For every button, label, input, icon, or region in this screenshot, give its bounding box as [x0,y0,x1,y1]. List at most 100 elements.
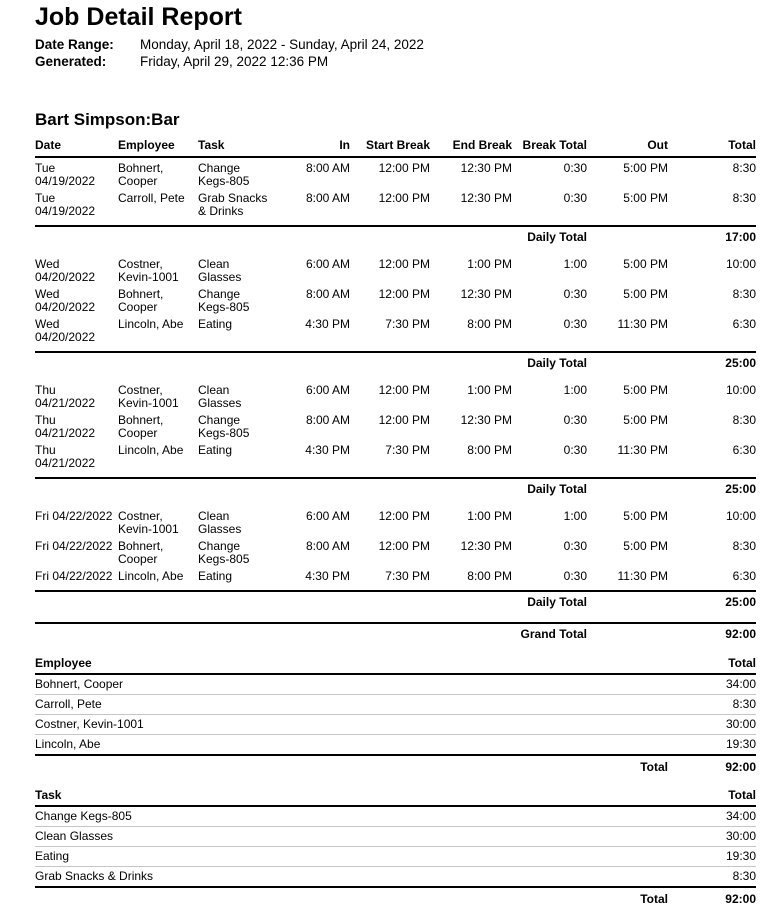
summary-name: Bohnert, Cooper [35,674,669,695]
task-summary-total-header: Total [668,789,756,807]
page-title: Job Detail Report [35,3,242,31]
detail-row: Wed 04/20/2022 Bohnert, Cooper Change Kegs… [35,284,756,314]
daily-total-row: Daily Total 25:00 [35,477,756,501]
summary-row: Carroll, Pete 8:30 [35,694,757,715]
cell-start-break: 12:00 PM [378,413,430,427]
cell-employee: Costner, Kevin-1001 [118,509,179,536]
summary-name: Grab Snacks & Drinks [35,866,668,888]
cell-task: Clean Glasses [198,509,242,536]
cell-task: Clean Glasses [198,383,242,410]
cell-employee: Costner, Kevin-1001 [118,383,179,410]
summary-total: 19:30 [668,734,757,756]
detail-row: Tue 04/19/2022 Bohnert, Cooper Change Kegs… [35,157,756,188]
col-header-in: In [283,139,350,158]
cell-start-break: 12:00 PM [378,257,430,271]
cell-end-break: 8:00 PM [467,569,512,583]
cell-task: Eating [198,569,233,583]
daily-total-spacer [35,351,512,375]
cell-task: Eating [198,443,233,457]
job-section-title: Bart Simpson:Bar [35,110,180,129]
cell-break-total: 0:30 [563,539,587,553]
spacer-row [35,614,756,623]
cell-date: Fri 04/22/2022 [35,509,113,523]
grand-total-group: Grand Total 92:00 [35,614,756,646]
cell-task: Change Kegs-805 [198,287,250,314]
cell-employee: Lincoln, Abe [118,317,184,331]
cell-date: Fri 04/22/2022 [35,569,113,583]
cell-date: Wed 04/20/2022 [35,317,96,344]
daily-total-spacer2 [587,351,668,375]
spacer-cell [35,614,756,623]
daily-total-spacer2 [587,477,668,501]
cell-break-total: 0:30 [563,161,587,175]
daily-total-label: Daily Total [512,351,587,375]
cell-break-total: 1:00 [563,509,587,523]
cell-task: Change Kegs-805 [198,161,250,188]
summary-total: 19:30 [668,846,756,867]
employee-summary-table: Employee Total Bohnert, Cooper 34:00 Carro… [35,657,757,778]
cell-out: 5:00 PM [623,191,668,205]
summary-name: Clean Glasses [35,826,668,847]
summary-total: 8:30 [668,866,756,888]
summary-row: Eating 19:30 [35,846,756,867]
cell-end-break: 12:30 PM [460,287,512,301]
cell-start-break: 12:00 PM [378,287,430,301]
cell-in: 8:00 AM [305,539,350,553]
daily-total-row: Daily Total 25:00 [35,351,756,375]
summary-total-value: 92:00 [725,760,757,774]
cell-total: 8:30 [732,191,756,205]
cell-date: Thu 04/21/2022 [35,443,96,470]
cell-employee: Carroll, Pete [118,191,185,205]
cell-employee: Lincoln, Abe [118,443,184,457]
summary-row: Costner, Kevin-1001 30:00 [35,714,757,735]
date-range-row: Date Range: Monday, April 18, 2022 - Sun… [35,36,756,53]
cell-task: Change Kegs-805 [198,413,250,440]
cell-start-break: 12:00 PM [378,539,430,553]
cell-date: Tue 04/19/2022 [35,191,96,218]
cell-employee: Bohnert, Cooper [118,413,164,440]
task-summary-table: Task Total Change Kegs-805 34:00 Clean Gla… [35,789,756,910]
cell-out: 11:30 PM [617,317,668,331]
daily-total-value: 25:00 [668,590,756,614]
daily-total-spacer2 [587,225,668,249]
cell-total: 8:30 [732,413,756,427]
daily-total-row: Daily Total 17:00 [35,225,756,249]
cell-in: 4:30 PM [305,569,350,583]
cell-out: 5:00 PM [623,539,668,553]
cell-end-break: 1:00 PM [467,257,512,271]
summary-total-label: Total [640,892,668,906]
cell-break-total: 0:30 [563,569,587,583]
summary-total-spacer [35,887,588,910]
summary-row: Lincoln, Abe 19:30 [35,734,757,756]
grand-total-row: Grand Total 92:00 [35,622,756,646]
detail-row: Fri 04/22/2022 Bohnert, Cooper Change Kegs… [35,536,756,566]
summary-name: Eating [35,846,668,867]
date-range-value: Monday, April 18, 2022 - Sunday, April 2… [140,37,424,52]
summary-name: Change Kegs-805 [35,806,668,827]
cell-start-break: 12:00 PM [378,509,430,523]
summary-row: Bohnert, Cooper 34:00 [35,674,757,695]
task-summary-header-row: Task Total [35,789,756,807]
cell-date: Fri 04/22/2022 [35,539,113,553]
cell-total: 6:30 [732,443,756,457]
col-header-end-break: End Break [430,139,512,158]
grand-total-spacer2 [587,622,668,646]
summary-total-value: 92:00 [725,892,756,906]
cell-total: 10:00 [725,257,756,271]
detail-table: Date Employee Task In Start Break End Br… [35,139,756,646]
summary-total-row: Total 92:00 [35,887,756,910]
cell-out: 5:00 PM [623,509,668,523]
detail-table-head: Date Employee Task In Start Break End Br… [35,139,756,158]
day-group: Wed 04/20/2022 Costner, Kevin-1001 Clean G… [35,249,756,375]
date-range-label: Date Range: [35,37,114,52]
cell-total: 8:30 [732,539,756,553]
detail-row: Fri 04/22/2022 Costner, Kevin-1001 Clean G… [35,501,756,536]
cell-break-total: 0:30 [563,443,587,457]
cell-in: 8:00 AM [305,413,350,427]
report-meta: Date Range: Monday, April 18, 2022 - Sun… [35,36,756,70]
cell-end-break: 12:30 PM [460,539,512,553]
day-group: Fri 04/22/2022 Costner, Kevin-1001 Clean G… [35,501,756,614]
summary-total: 30:00 [668,714,757,735]
detail-header-row: Date Employee Task In Start Break End Br… [35,139,756,158]
